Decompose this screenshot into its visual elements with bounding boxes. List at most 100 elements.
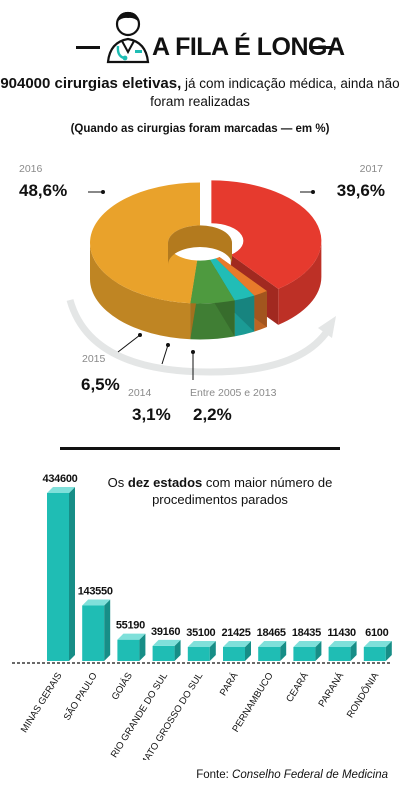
pie-leader-dot (101, 190, 105, 194)
bar-column (223, 641, 251, 661)
bar-top (258, 641, 287, 647)
title-rule-left (76, 46, 100, 49)
bar-category-label: SÃO PAULO (62, 671, 100, 723)
pie-slice (89, 182, 200, 304)
pie-slice-value: 2,2% (193, 405, 232, 424)
bar-value-label: 21425 (221, 627, 250, 639)
bar-side (69, 487, 75, 661)
bar-side (209, 641, 216, 661)
pie-leader-dot (166, 343, 170, 347)
bar-column (363, 641, 392, 661)
pie-chart: 2017 39,6% Entre 2005 e 2013 2,2% 2014 3,1% 20… (19, 163, 385, 424)
bar-front (152, 645, 175, 661)
pie-leader-line (161, 344, 169, 365)
lead-rest: já com indicação médica, ainda não foram… (150, 76, 400, 109)
states-title-bold: dez estados (127, 475, 203, 490)
bar-category-label: RONDÔNIA (345, 670, 382, 720)
pie-wall (90, 243, 191, 340)
bar-column (258, 641, 287, 661)
pie-hole (168, 225, 232, 265)
bar-front (293, 647, 316, 661)
pie-leader-dot (138, 333, 142, 337)
pie-slice-label: 2016 (19, 163, 43, 175)
states-title-post: com maior número de procedimentos parado… (152, 475, 333, 507)
pie-slice-value: 3,1% (132, 405, 171, 424)
pie-wall (278, 240, 322, 325)
chart-subnote: (Quando as cirurgias foram marcadas — em… (70, 123, 330, 135)
bar-value-label: 11430 (327, 627, 356, 639)
pie-slice-label: 2015 (82, 353, 106, 365)
bar-column (293, 641, 322, 661)
bar-value-label: 39160 (151, 626, 180, 638)
bar-value-label: 6100 (365, 627, 388, 639)
pie-slice-value: 48,6% (19, 181, 67, 200)
bar-top (328, 641, 357, 647)
bar-column (187, 641, 216, 661)
pie-slice-value: 6,5% (81, 375, 120, 394)
pie-slice-value: 39,6% (337, 181, 385, 200)
lead-highlight: 904000 cirurgias eletivas, (0, 75, 182, 92)
bar-side (315, 641, 322, 661)
bar-chart-title: Os dez estados com maior número de proce… (90, 474, 350, 508)
bar-side (174, 639, 181, 661)
source-value: Conselho Federal de Medicina (232, 769, 388, 781)
pie-leader-line (117, 334, 141, 353)
rotation-arrow-head (318, 316, 336, 338)
bar-side (385, 641, 392, 661)
pie-slice-label: 2014 (128, 387, 152, 399)
bar-top (152, 639, 181, 646)
source-label: Fonte: (196, 769, 233, 781)
bar-category-label: PARANÁ (316, 670, 346, 709)
bar-column (82, 599, 111, 661)
bar-top (223, 641, 251, 647)
bar-value-label: 18435 (292, 627, 321, 639)
bar-front (47, 493, 69, 661)
pie-leader-dot (191, 350, 195, 354)
bar-value-label: 35100 (186, 627, 215, 639)
pie-leader-dot (311, 190, 315, 194)
bar-column (117, 633, 146, 661)
pie-slice-label: Entre 2005 e 2013 (190, 387, 277, 399)
bar-top (293, 641, 322, 647)
pie-slice (190, 259, 235, 304)
title-rule-right (309, 46, 333, 49)
pie-slice (210, 258, 255, 301)
bar-front (258, 647, 281, 661)
bar-front (187, 647, 210, 661)
bar-value-label: 434600 (43, 473, 78, 485)
bar-top (117, 633, 146, 640)
section-divider (60, 447, 340, 450)
source-note: Fonte: Conselho Federal de Medicina (196, 769, 388, 781)
doctor-icon (106, 11, 150, 64)
bar-side (350, 641, 357, 661)
bar-value-label: 55190 (116, 620, 145, 632)
bar-side (280, 641, 287, 661)
bar-side (245, 641, 251, 661)
lead-text: 904000 cirurgias eletivas, já com indica… (0, 75, 400, 111)
bar-category-label: GOIÁS (110, 671, 135, 702)
states-title-pre: Os (107, 475, 128, 490)
bar-value-label: 143550 (78, 586, 113, 598)
bar-category-label: PARÁ (218, 670, 241, 698)
bar-front (82, 605, 105, 661)
pie-slice (215, 256, 267, 296)
bar-front (117, 639, 140, 661)
pie-slice-label: 2017 (360, 163, 384, 175)
bar-value-label: 18465 (257, 627, 286, 639)
bar-side (104, 599, 111, 661)
bar-side (139, 633, 146, 661)
bar-column (152, 639, 181, 661)
pie-slice (211, 180, 322, 289)
bar-top (363, 641, 392, 647)
bar-front (363, 647, 386, 661)
bar-top (187, 641, 216, 647)
bar-top (47, 487, 75, 493)
bar-category-label: MINAS GERAIS (19, 671, 65, 735)
bar-column (47, 487, 75, 661)
header: A FILA É LONGA (0, 0, 400, 72)
bar-category-label: MATO GROSSO DO SUL (138, 671, 205, 760)
bar-top (82, 599, 111, 606)
bar-chart: 434600 MINAS GERAIS 143550 SÃO PAULO 55190 GO… (12, 473, 392, 760)
bar-category-label: CEARÁ (284, 670, 311, 704)
bar-column (328, 641, 357, 661)
